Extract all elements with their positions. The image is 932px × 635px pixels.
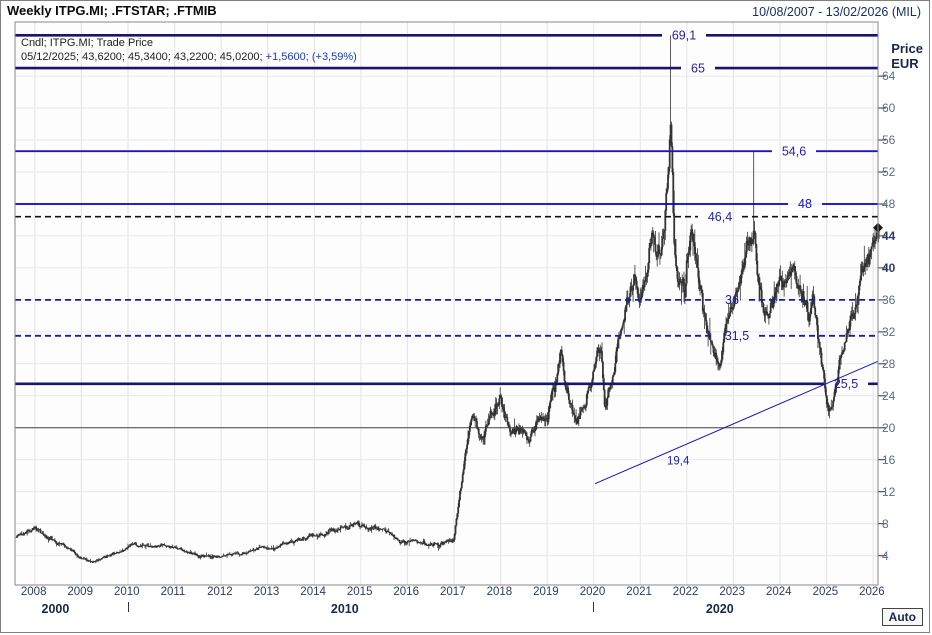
svg-text:69,1: 69,1 <box>672 29 696 43</box>
svg-text:54,6: 54,6 <box>782 144 806 158</box>
svg-text:36: 36 <box>725 293 739 307</box>
svg-text:65: 65 <box>691 61 705 75</box>
svg-text:48: 48 <box>798 197 812 211</box>
svg-text:19,4: 19,4 <box>667 456 690 468</box>
svg-text:31,5: 31,5 <box>725 329 749 343</box>
svg-text:46,4: 46,4 <box>708 210 732 224</box>
